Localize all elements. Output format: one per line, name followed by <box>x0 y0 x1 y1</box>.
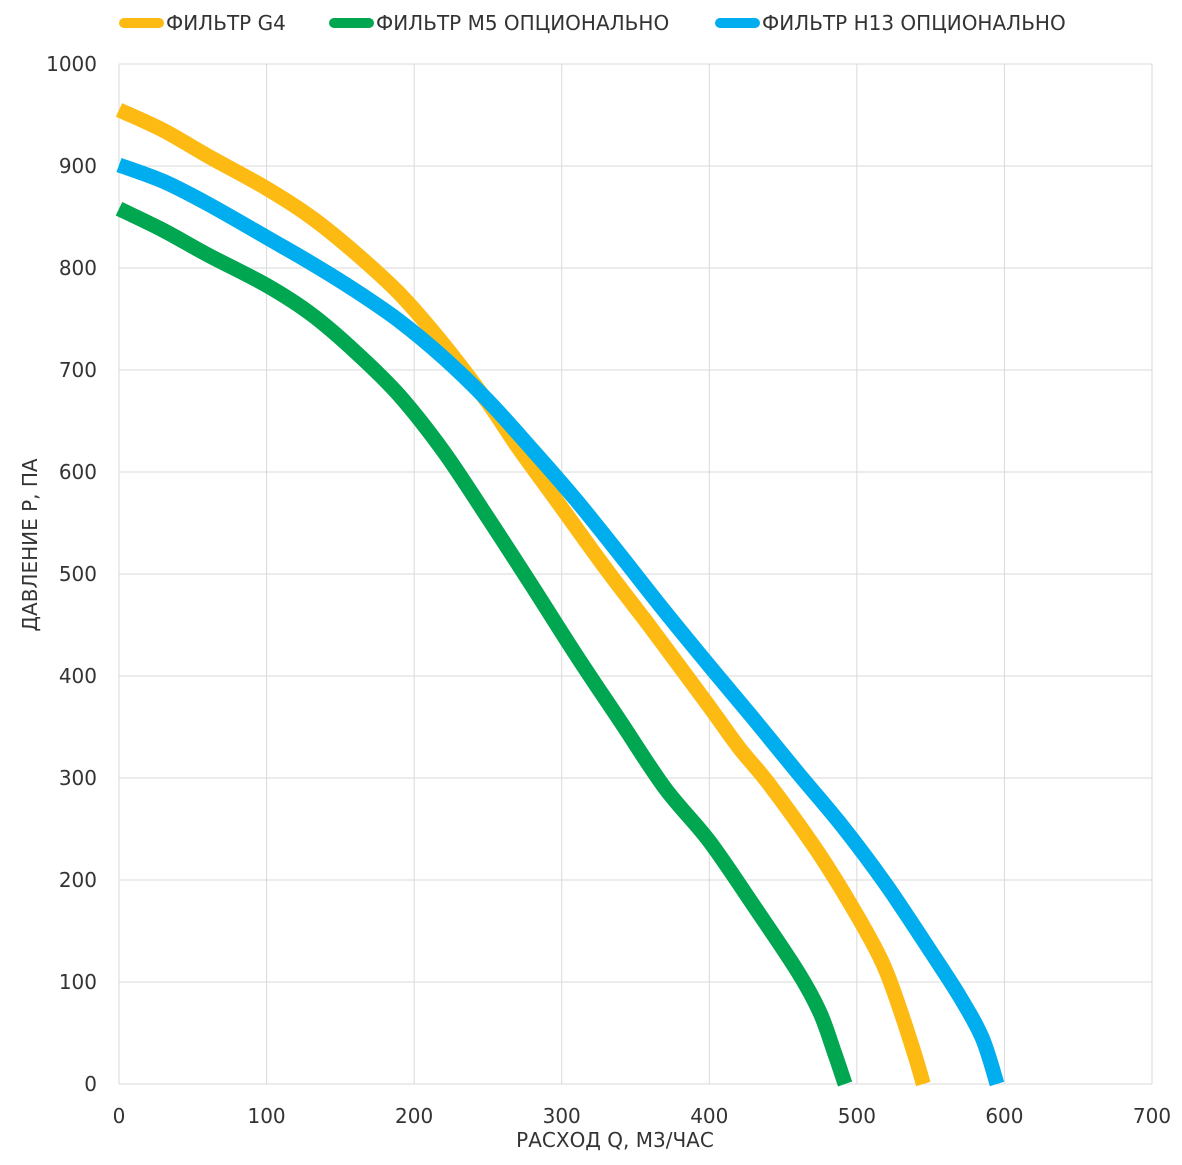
series-line-2 <box>115 202 853 1087</box>
legend-label-3: ФИЛЬТР H13 ОПЦИОНАЛЬНО <box>762 11 1066 35</box>
series-line-3 <box>116 157 1005 1087</box>
y-axis-title: ДАВЛЕНИЕ P, ПА <box>18 458 42 632</box>
y-tick-label: 1000 <box>46 52 97 76</box>
x-tick-label: 600 <box>985 1104 1023 1128</box>
y-tick-label: 100 <box>59 970 97 994</box>
x-tick-label: 0 <box>113 1104 126 1128</box>
series-lines <box>115 103 1005 1087</box>
series-line-1 <box>115 103 931 1087</box>
y-tick-label: 700 <box>59 358 97 382</box>
x-tick-label: 500 <box>838 1104 876 1128</box>
y-tick-label: 800 <box>59 256 97 280</box>
legend: ФИЛЬТР G4 ФИЛЬТР М5 ОПЦИОНАЛЬНО ФИЛЬТР H13… <box>119 11 1066 35</box>
legend-label-2: ФИЛЬТР М5 ОПЦИОНАЛЬНО <box>376 11 669 35</box>
x-tick-label: 300 <box>543 1104 581 1128</box>
x-tick-label: 400 <box>690 1104 728 1128</box>
x-axis-title: РАСХОД Q, М3/ЧАС <box>516 1128 714 1152</box>
y-tick-label: 600 <box>59 460 97 484</box>
x-tick-label: 200 <box>395 1104 433 1128</box>
y-tick-label: 300 <box>59 766 97 790</box>
legend-label-1: ФИЛЬТР G4 <box>166 11 286 35</box>
y-tick-label: 200 <box>59 868 97 892</box>
x-tick-label: 700 <box>1133 1104 1171 1128</box>
y-tick-label: 400 <box>59 664 97 688</box>
tick-labels: 0 100 200 300 400 500 600 700 0 100 200 300 400 500 60… <box>46 52 1171 1128</box>
y-tick-label: 0 <box>84 1072 97 1096</box>
y-tick-label: 900 <box>59 154 97 178</box>
y-tick-label: 500 <box>59 562 97 586</box>
x-tick-label: 100 <box>247 1104 285 1128</box>
